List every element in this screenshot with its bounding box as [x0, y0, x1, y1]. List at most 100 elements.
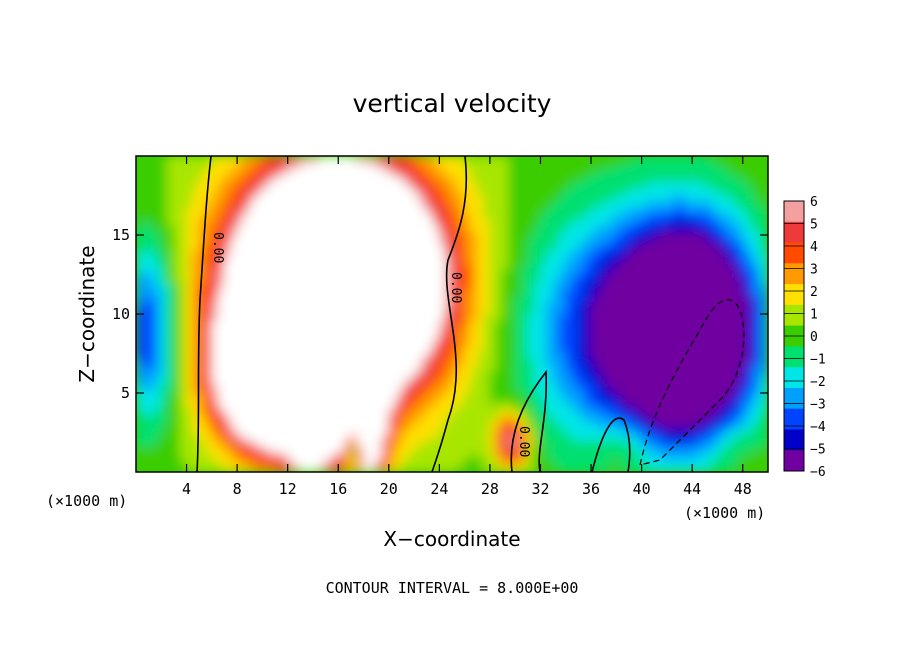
heatmap-cell	[205, 376, 213, 385]
heatmap-cell	[533, 180, 541, 189]
heatmap-cell	[596, 351, 605, 359]
heatmap-cell	[653, 395, 662, 403]
heatmap-cell	[590, 256, 598, 264]
heatmap-cell	[375, 420, 383, 429]
heatmap-cell	[136, 446, 143, 454]
heatmap-cell	[173, 275, 181, 283]
heatmap-cell	[438, 269, 447, 277]
heatmap-cell	[527, 427, 535, 435]
heatmap-cell	[154, 433, 162, 441]
heatmap-cell	[521, 168, 529, 176]
heatmap-cell	[641, 389, 649, 397]
heatmap-cell	[186, 395, 194, 403]
heatmap-cell	[495, 452, 504, 460]
heatmap-cell	[445, 420, 453, 429]
heatmap-cell	[141, 174, 150, 182]
heatmap-cell	[723, 156, 731, 163]
heatmap-cell	[754, 345, 763, 353]
heatmap-cell	[609, 433, 617, 441]
heatmap-cell	[249, 420, 257, 429]
heatmap-cell	[223, 465, 232, 472]
heatmap-cell	[634, 281, 643, 290]
heatmap-cell	[325, 225, 333, 233]
heatmap-cell	[691, 446, 699, 454]
heatmap-cell	[502, 168, 510, 176]
heatmap-cell	[761, 332, 768, 340]
heatmap-cell	[394, 156, 402, 163]
heatmap-cell	[198, 174, 207, 182]
heatmap-cell	[141, 243, 150, 252]
heatmap-cell	[546, 414, 554, 422]
heatmap-cell	[249, 364, 257, 372]
heatmap-cell	[590, 319, 598, 328]
heatmap-cell	[628, 250, 636, 258]
heatmap-cell	[495, 458, 504, 467]
heatmap-cell	[325, 395, 333, 403]
heatmap-cell	[255, 237, 263, 245]
heatmap-cell	[558, 256, 567, 264]
heatmap-cell	[710, 300, 718, 309]
heatmap-cell	[381, 414, 390, 422]
heatmap-cell	[577, 408, 586, 416]
heatmap-cell	[464, 256, 472, 264]
heatmap-cell	[236, 408, 244, 416]
heatmap-cell	[312, 414, 320, 422]
heatmap-cell	[287, 243, 295, 252]
heatmap-cell	[255, 319, 263, 328]
heatmap-cell	[375, 156, 383, 163]
heatmap-cell	[514, 364, 523, 372]
heatmap-cell	[363, 206, 371, 214]
heatmap-cell	[502, 262, 510, 271]
heatmap-cell	[192, 237, 200, 245]
heatmap-cell	[754, 420, 763, 429]
heatmap-cell	[432, 307, 440, 315]
heatmap-cell	[609, 243, 617, 252]
heatmap-cell	[141, 281, 150, 290]
heatmap-cell	[141, 357, 150, 366]
heatmap-cell	[697, 420, 706, 429]
heatmap-cell	[261, 370, 270, 378]
heatmap-cell	[483, 262, 491, 271]
heatmap-cell	[173, 439, 181, 448]
heatmap-cell	[603, 345, 611, 353]
heatmap-cell	[312, 168, 320, 176]
heatmap-cell	[761, 446, 768, 454]
heatmap-cell	[761, 420, 768, 429]
heatmap-cell	[419, 156, 428, 163]
heatmap-cell	[299, 408, 308, 416]
heatmap-cell	[754, 338, 763, 347]
heatmap-cell	[186, 262, 194, 271]
heatmap-cell	[223, 408, 232, 416]
heatmap-cell	[255, 446, 263, 454]
heatmap-cell	[584, 332, 592, 340]
heatmap-cell	[483, 414, 491, 422]
heatmap-cell	[742, 351, 750, 359]
heatmap-cell	[742, 446, 750, 454]
heatmap-cell	[388, 281, 396, 290]
heatmap-cell	[691, 351, 699, 359]
heatmap-cell	[350, 307, 358, 315]
heatmap-cell	[192, 199, 200, 208]
heatmap-cell	[242, 288, 251, 296]
heatmap-cell	[375, 193, 383, 201]
heatmap-cell	[198, 243, 207, 252]
heatmap-cell	[514, 281, 523, 290]
heatmap-cell	[255, 281, 263, 290]
heatmap-cell	[697, 225, 706, 233]
heatmap-cell	[742, 225, 750, 233]
heatmap-cell	[363, 199, 371, 208]
heatmap-cell	[154, 439, 162, 448]
heatmap-cell	[205, 275, 213, 283]
heatmap-cell	[634, 218, 643, 227]
heatmap-cell	[527, 364, 535, 372]
heatmap-cell	[363, 370, 371, 378]
heatmap-cell	[350, 357, 358, 366]
heatmap-cell	[230, 199, 238, 208]
heatmap-cell	[413, 433, 421, 441]
heatmap-cell	[710, 458, 718, 467]
heatmap-cell	[546, 389, 554, 397]
heatmap-cell	[451, 439, 459, 448]
heatmap-cell	[609, 408, 617, 416]
heatmap-cell	[483, 408, 491, 416]
heatmap-cell	[577, 376, 586, 385]
